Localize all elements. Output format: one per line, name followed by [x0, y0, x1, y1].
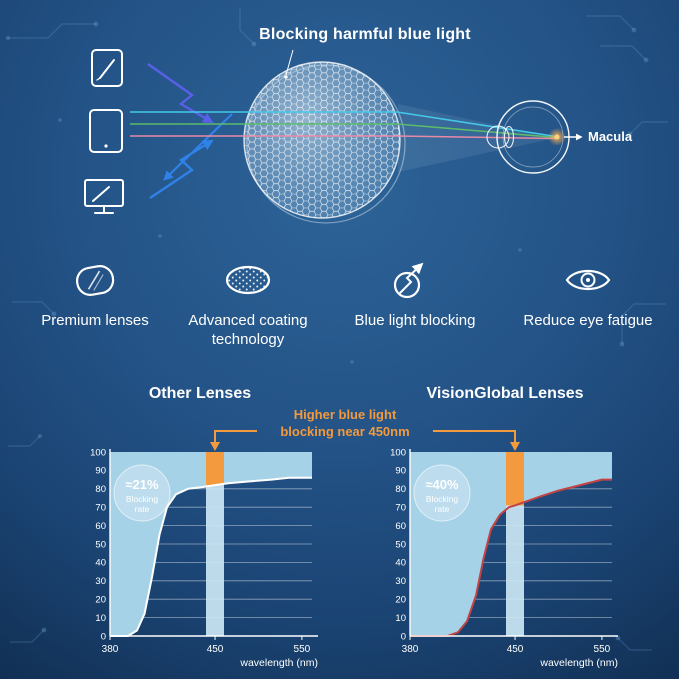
lens-graphic	[243, 61, 406, 224]
device-monitor-icon	[84, 179, 124, 214]
chart-other-lenses: ≈21% Blocking rate 0 10 20 30 40 50 60 70 80 90 100 38…	[80, 446, 330, 674]
svg-text:Blocking: Blocking	[426, 494, 458, 504]
svg-text:100: 100	[390, 447, 406, 458]
blue-light-blocking-icon	[393, 262, 424, 299]
light-rays	[130, 111, 557, 140]
svg-text:20: 20	[395, 595, 406, 606]
svg-text:40: 40	[395, 558, 406, 569]
svg-text:80: 80	[395, 484, 406, 495]
svg-text:10: 10	[395, 613, 406, 624]
title-pointer-line	[285, 49, 294, 76]
band-450nm	[206, 452, 224, 636]
device-tablet-icon	[89, 109, 123, 153]
band-450nm-blocked	[506, 452, 524, 506]
svg-text:60: 60	[95, 521, 106, 532]
svg-text:70: 70	[395, 503, 406, 514]
svg-text:≈40%: ≈40%	[425, 477, 459, 492]
svg-text:550: 550	[294, 644, 311, 655]
svg-text:100: 100	[90, 447, 106, 458]
annotation-line2: blocking near 450nm	[280, 423, 410, 439]
svg-text:rate: rate	[135, 504, 150, 514]
chart-title-visionglobal-lenses: VisionGlobal Lenses	[426, 385, 584, 402]
feature-blue-light-blocking: Blue light blocking	[330, 258, 500, 331]
svg-text:0: 0	[401, 631, 406, 642]
feature-label: Advanced coating technology	[188, 312, 308, 348]
svg-text:20: 20	[95, 595, 106, 606]
blocked-area	[410, 452, 612, 636]
svg-text:wavelength (nm): wavelength (nm)	[539, 657, 618, 669]
svg-text:30: 30	[395, 576, 406, 587]
svg-text:90: 90	[95, 466, 106, 477]
svg-text:30: 30	[95, 576, 106, 587]
title-pointer-dot	[284, 75, 288, 79]
svg-text:50: 50	[95, 539, 106, 550]
feature-advanced-coating: Advanced coating technology	[173, 258, 323, 350]
transmittance-curve	[110, 476, 312, 637]
hero-title: Blocking harmful blue light	[259, 26, 471, 43]
blue-light-arrow-icon	[147, 63, 233, 199]
premium-lens-icon	[75, 265, 115, 296]
macula-label: Macula	[588, 129, 633, 144]
svg-text:380: 380	[102, 644, 119, 655]
feature-label: Premium lenses	[41, 312, 149, 329]
macula-glow	[548, 128, 566, 146]
eye-graphic	[486, 100, 583, 174]
svg-text:0: 0	[101, 631, 106, 642]
svg-text:90: 90	[395, 466, 406, 477]
svg-text:rate: rate	[435, 504, 450, 514]
device-stylus-tablet-icon	[91, 49, 123, 87]
svg-text:Blocking: Blocking	[126, 494, 158, 504]
blocked-area	[110, 452, 312, 636]
svg-text:450: 450	[507, 644, 524, 655]
svg-text:40: 40	[95, 558, 106, 569]
svg-text:70: 70	[95, 503, 106, 514]
chart-visionglobal-lenses: ≈40% Blocking rate 0 10 20 30 40 50 60 70 80 90 100 38…	[380, 446, 630, 674]
feature-premium-lenses: Premium lenses	[15, 258, 175, 331]
svg-text:80: 80	[95, 484, 106, 495]
blue-light-annotation: Higher blue light blocking near 450nm	[255, 407, 435, 441]
coating-technology-icon	[225, 265, 271, 295]
annotation-line1: Higher blue light	[293, 407, 397, 422]
reduce-eye-fatigue-icon	[565, 269, 611, 291]
svg-text:wavelength (nm): wavelength (nm)	[239, 657, 318, 669]
band-450nm-blocked	[206, 452, 224, 486]
feature-reduce-eye-fatigue: Reduce eye fatigue	[498, 258, 678, 331]
chart-title-other-lenses: Other Lenses	[148, 385, 252, 402]
svg-text:10: 10	[95, 613, 106, 624]
feature-label: Blue light blocking	[354, 312, 476, 329]
svg-text:≈21%: ≈21%	[125, 477, 159, 492]
svg-text:50: 50	[395, 539, 406, 550]
feature-label: Reduce eye fatigue	[523, 312, 653, 329]
transmittance-curve	[410, 478, 612, 637]
svg-text:60: 60	[395, 521, 406, 532]
light-beam-cone	[398, 104, 556, 172]
svg-text:450: 450	[207, 644, 224, 655]
svg-text:550: 550	[594, 644, 611, 655]
svg-text:380: 380	[402, 644, 419, 655]
